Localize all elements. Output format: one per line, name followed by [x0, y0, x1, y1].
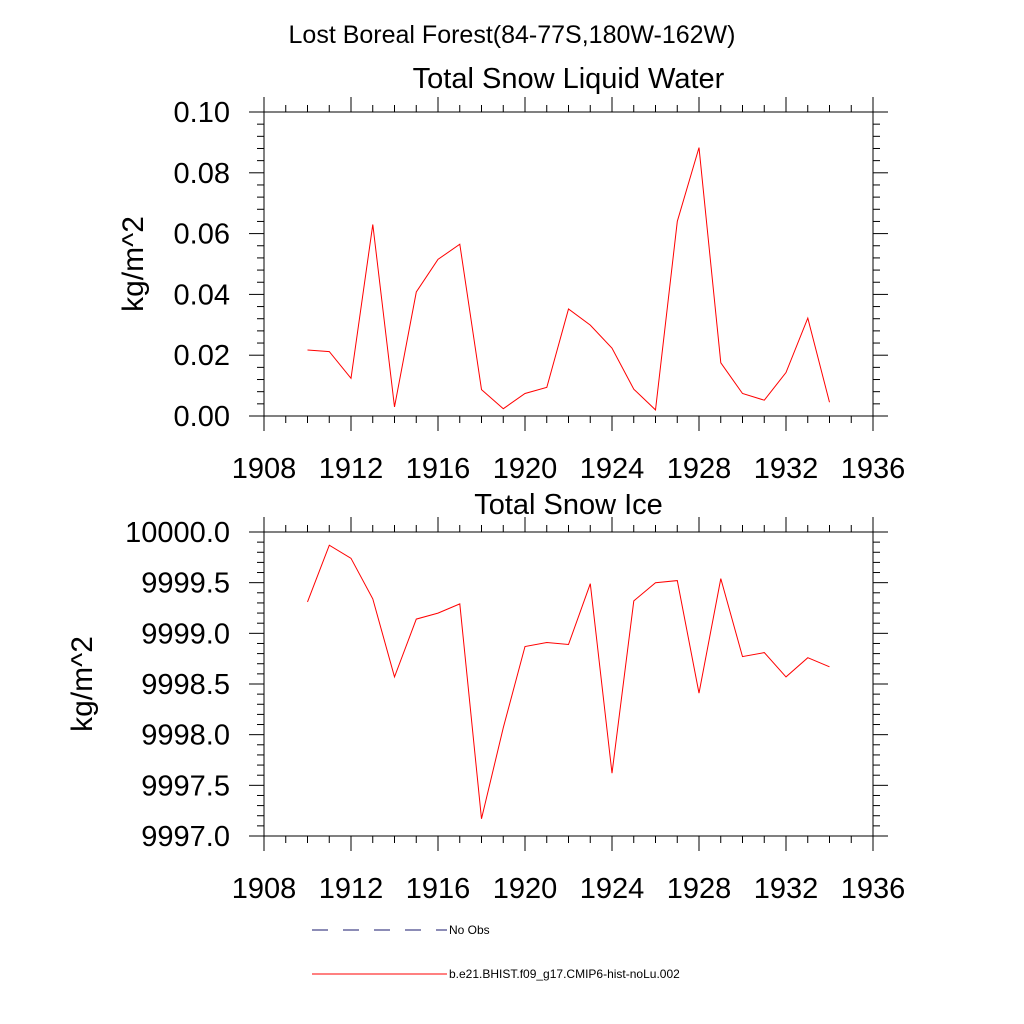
snow-liquid-water-panel: Total Snow Liquid Water kg/m^2 1908 1912 191… — [117, 63, 905, 485]
y-tick-label: 0.00 — [174, 401, 230, 433]
x-tick-label: 1916 — [406, 453, 471, 485]
y-tick-label: 9999.5 — [141, 568, 230, 600]
x-tick-label: 1936 — [841, 873, 906, 905]
plot-frame — [263, 531, 874, 837]
x-tick-label: 1920 — [493, 453, 558, 485]
x-tick-label: 1912 — [319, 453, 384, 485]
y-tick-label: 0.10 — [174, 97, 230, 129]
x-tick-label: 1936 — [841, 453, 906, 485]
x-tick-label: 1924 — [580, 453, 645, 485]
y-tick-label: 9997.5 — [141, 770, 230, 802]
series-line — [307, 544, 830, 819]
x-tick-label: 1908 — [232, 453, 297, 485]
x-tick-label: 1932 — [754, 873, 819, 905]
y-tick-label: 9999.0 — [141, 618, 230, 650]
series-line — [307, 147, 830, 411]
legend-no-obs-label: No Obs — [449, 923, 490, 937]
x-tick-label: 1908 — [232, 873, 297, 905]
y-tick-label: 0.06 — [174, 219, 230, 251]
x-tick-label: 1920 — [493, 873, 558, 905]
x-tick-label: 1928 — [667, 453, 732, 485]
y-tick-label: 9998.5 — [141, 669, 230, 701]
x-tick-label: 1932 — [754, 453, 819, 485]
y-tick-label: 10000.0 — [125, 517, 230, 549]
x-tick-label: 1912 — [319, 873, 384, 905]
y-axis-label: kg/m^2 — [66, 636, 99, 732]
snow-ice-panel: Total Snow Ice kg/m^2 1908 1912 1916 1920 1924… — [66, 489, 905, 905]
y-tick-label: 9998.0 — [141, 720, 230, 752]
y-tick-label: 0.02 — [174, 340, 230, 372]
chart-title: Total Snow Liquid Water — [413, 63, 725, 95]
legend: No Obs b.e21.BHIST.f09_g17.CMIP6-hist-no… — [312, 923, 680, 981]
x-tick-label: 1928 — [667, 873, 732, 905]
x-tick-label: 1924 — [580, 873, 645, 905]
chart-title: Total Snow Ice — [474, 489, 663, 521]
plot-frame — [263, 111, 874, 417]
figure-title: Lost Boreal Forest(84-77S,180W-162W) — [289, 21, 736, 49]
x-tick-label: 1916 — [406, 873, 471, 905]
legend-model-label: b.e21.BHIST.f09_g17.CMIP6-hist-noLu.002 — [449, 967, 680, 981]
y-tick-label: 0.04 — [174, 279, 230, 311]
y-axis-label: kg/m^2 — [117, 216, 150, 312]
y-tick-label: 9997.0 — [141, 821, 230, 853]
y-tick-label: 0.08 — [174, 158, 230, 190]
